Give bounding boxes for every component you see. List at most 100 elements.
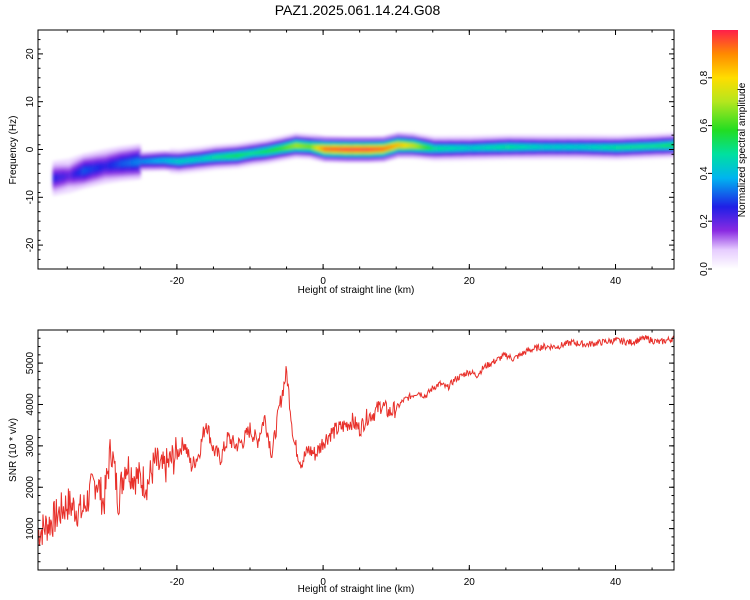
heatmap-cell — [578, 145, 584, 149]
heatmap-cell — [546, 145, 551, 149]
heatmap-cell — [85, 167, 90, 173]
heatmap-cell — [637, 145, 642, 149]
spectrogram-heatmap — [52, 132, 678, 196]
heatmap-cell — [293, 144, 299, 148]
heatmap-cell — [440, 147, 445, 150]
heatmap-cell — [239, 153, 244, 157]
heatmap-cell — [370, 147, 375, 151]
colorbar-tick-label: 0.6 — [699, 118, 710, 132]
heatmap-cell — [290, 144, 295, 148]
top-x-tick-label: 0 — [320, 276, 326, 287]
heatmap-cell — [111, 162, 116, 168]
top-x-tick-label: 40 — [610, 276, 622, 287]
heatmap-cell — [359, 148, 364, 151]
heatmap-cell — [626, 145, 631, 149]
heatmap-cell — [242, 153, 247, 156]
heatmap-cell — [89, 166, 94, 172]
heatmap-cell — [659, 144, 664, 148]
top-x-axis-label: Height of straight line (km) — [298, 285, 415, 296]
heatmap-cell — [476, 146, 481, 150]
colorbar-gradient — [712, 30, 738, 269]
heatmap-cell — [74, 170, 79, 176]
heatmap-cell — [257, 150, 262, 154]
colorbar-tick-label: 0.4 — [699, 166, 710, 180]
heatmap-cell — [498, 145, 503, 149]
heatmap-cell — [535, 145, 540, 149]
heatmap-cell — [366, 148, 372, 151]
heatmap-cell — [418, 145, 423, 149]
heatmap-cell — [282, 146, 288, 150]
heatmap-cell — [198, 157, 204, 161]
heatmap-cell — [469, 146, 474, 150]
heatmap-cell — [655, 144, 660, 148]
heatmap-cell — [392, 144, 397, 148]
heatmap-cell — [326, 147, 332, 151]
heatmap-cell — [107, 163, 112, 169]
heatmap-cell — [608, 146, 613, 149]
heatmap-cell — [235, 154, 240, 158]
bottom-y-axis-label: SNR (10 * v/v) — [8, 418, 19, 482]
heatmap-cell — [304, 144, 310, 148]
heatmap-cell — [564, 145, 569, 149]
heatmap-cell — [443, 146, 448, 150]
heatmap-cell — [663, 144, 668, 148]
heatmap-cell — [674, 142, 678, 148]
heatmap-cell — [154, 159, 160, 163]
heatmap-cell — [250, 151, 255, 155]
heatmap-cell — [414, 144, 419, 148]
heatmap-cell — [619, 146, 624, 149]
heatmap-cell — [425, 146, 430, 150]
heatmap-cell — [630, 145, 635, 149]
heatmap-cell — [674, 133, 678, 158]
heatmap-cell — [652, 144, 657, 148]
heatmap-cell — [429, 146, 434, 150]
heatmap-cell — [432, 147, 438, 150]
heatmap-cell — [147, 159, 152, 163]
heatmap-cell — [63, 173, 68, 179]
heatmap-cell — [560, 145, 565, 149]
heatmap-cell — [505, 145, 511, 149]
heatmap-cell — [611, 146, 617, 149]
heatmap-cell — [494, 145, 500, 149]
heatmap-cell — [52, 175, 57, 181]
snr-frame — [37, 329, 675, 571]
heatmap-cell — [260, 150, 266, 154]
heatmap-cell — [286, 145, 291, 149]
heatmap-cell — [593, 145, 598, 149]
heatmap-cell — [388, 145, 394, 149]
heatmap-cell — [271, 148, 277, 152]
heatmap-cell — [644, 145, 650, 148]
heatmap-cell — [615, 146, 620, 150]
heatmap-cell — [600, 145, 606, 149]
heatmap-cell — [542, 145, 547, 149]
heatmap-cell — [125, 160, 130, 166]
heatmap-cell — [92, 166, 98, 172]
heatmap-cell — [202, 157, 207, 161]
top-y-tick-label: 10 — [25, 96, 36, 108]
heatmap-cell — [589, 145, 595, 149]
heatmap-cell — [169, 159, 174, 163]
heatmap-cell — [553, 145, 558, 149]
heatmap-cell — [103, 163, 109, 169]
heatmap-cell — [180, 159, 185, 163]
heatmap-cell — [674, 136, 678, 155]
top-y-axis-label: Frequency (Hz) — [8, 116, 19, 185]
heatmap-cell — [228, 154, 233, 158]
heatmap-cell — [670, 143, 674, 147]
colorbar-label: Normalized spectral amplitude — [737, 82, 748, 217]
bottom-x-axis-label: Height of straight line (km) — [298, 584, 415, 595]
heatmap-cell — [385, 146, 390, 150]
heatmap-cell — [59, 174, 65, 180]
heatmap-cell — [165, 159, 171, 163]
heatmap-cell — [582, 145, 587, 149]
heatmap-cell — [538, 145, 544, 149]
heatmap-cell — [56, 175, 61, 181]
heatmap-cell — [253, 151, 258, 155]
top-y-tick-label: 20 — [25, 48, 36, 60]
heatmap-cell — [195, 158, 200, 161]
heatmap-cell — [96, 165, 101, 171]
snr-panel: -20 0 20 40 1000 2000 3000 4000 5000 Height of s… — [8, 329, 675, 595]
heatmap-cell — [403, 144, 408, 147]
heatmap-cell — [308, 145, 313, 149]
